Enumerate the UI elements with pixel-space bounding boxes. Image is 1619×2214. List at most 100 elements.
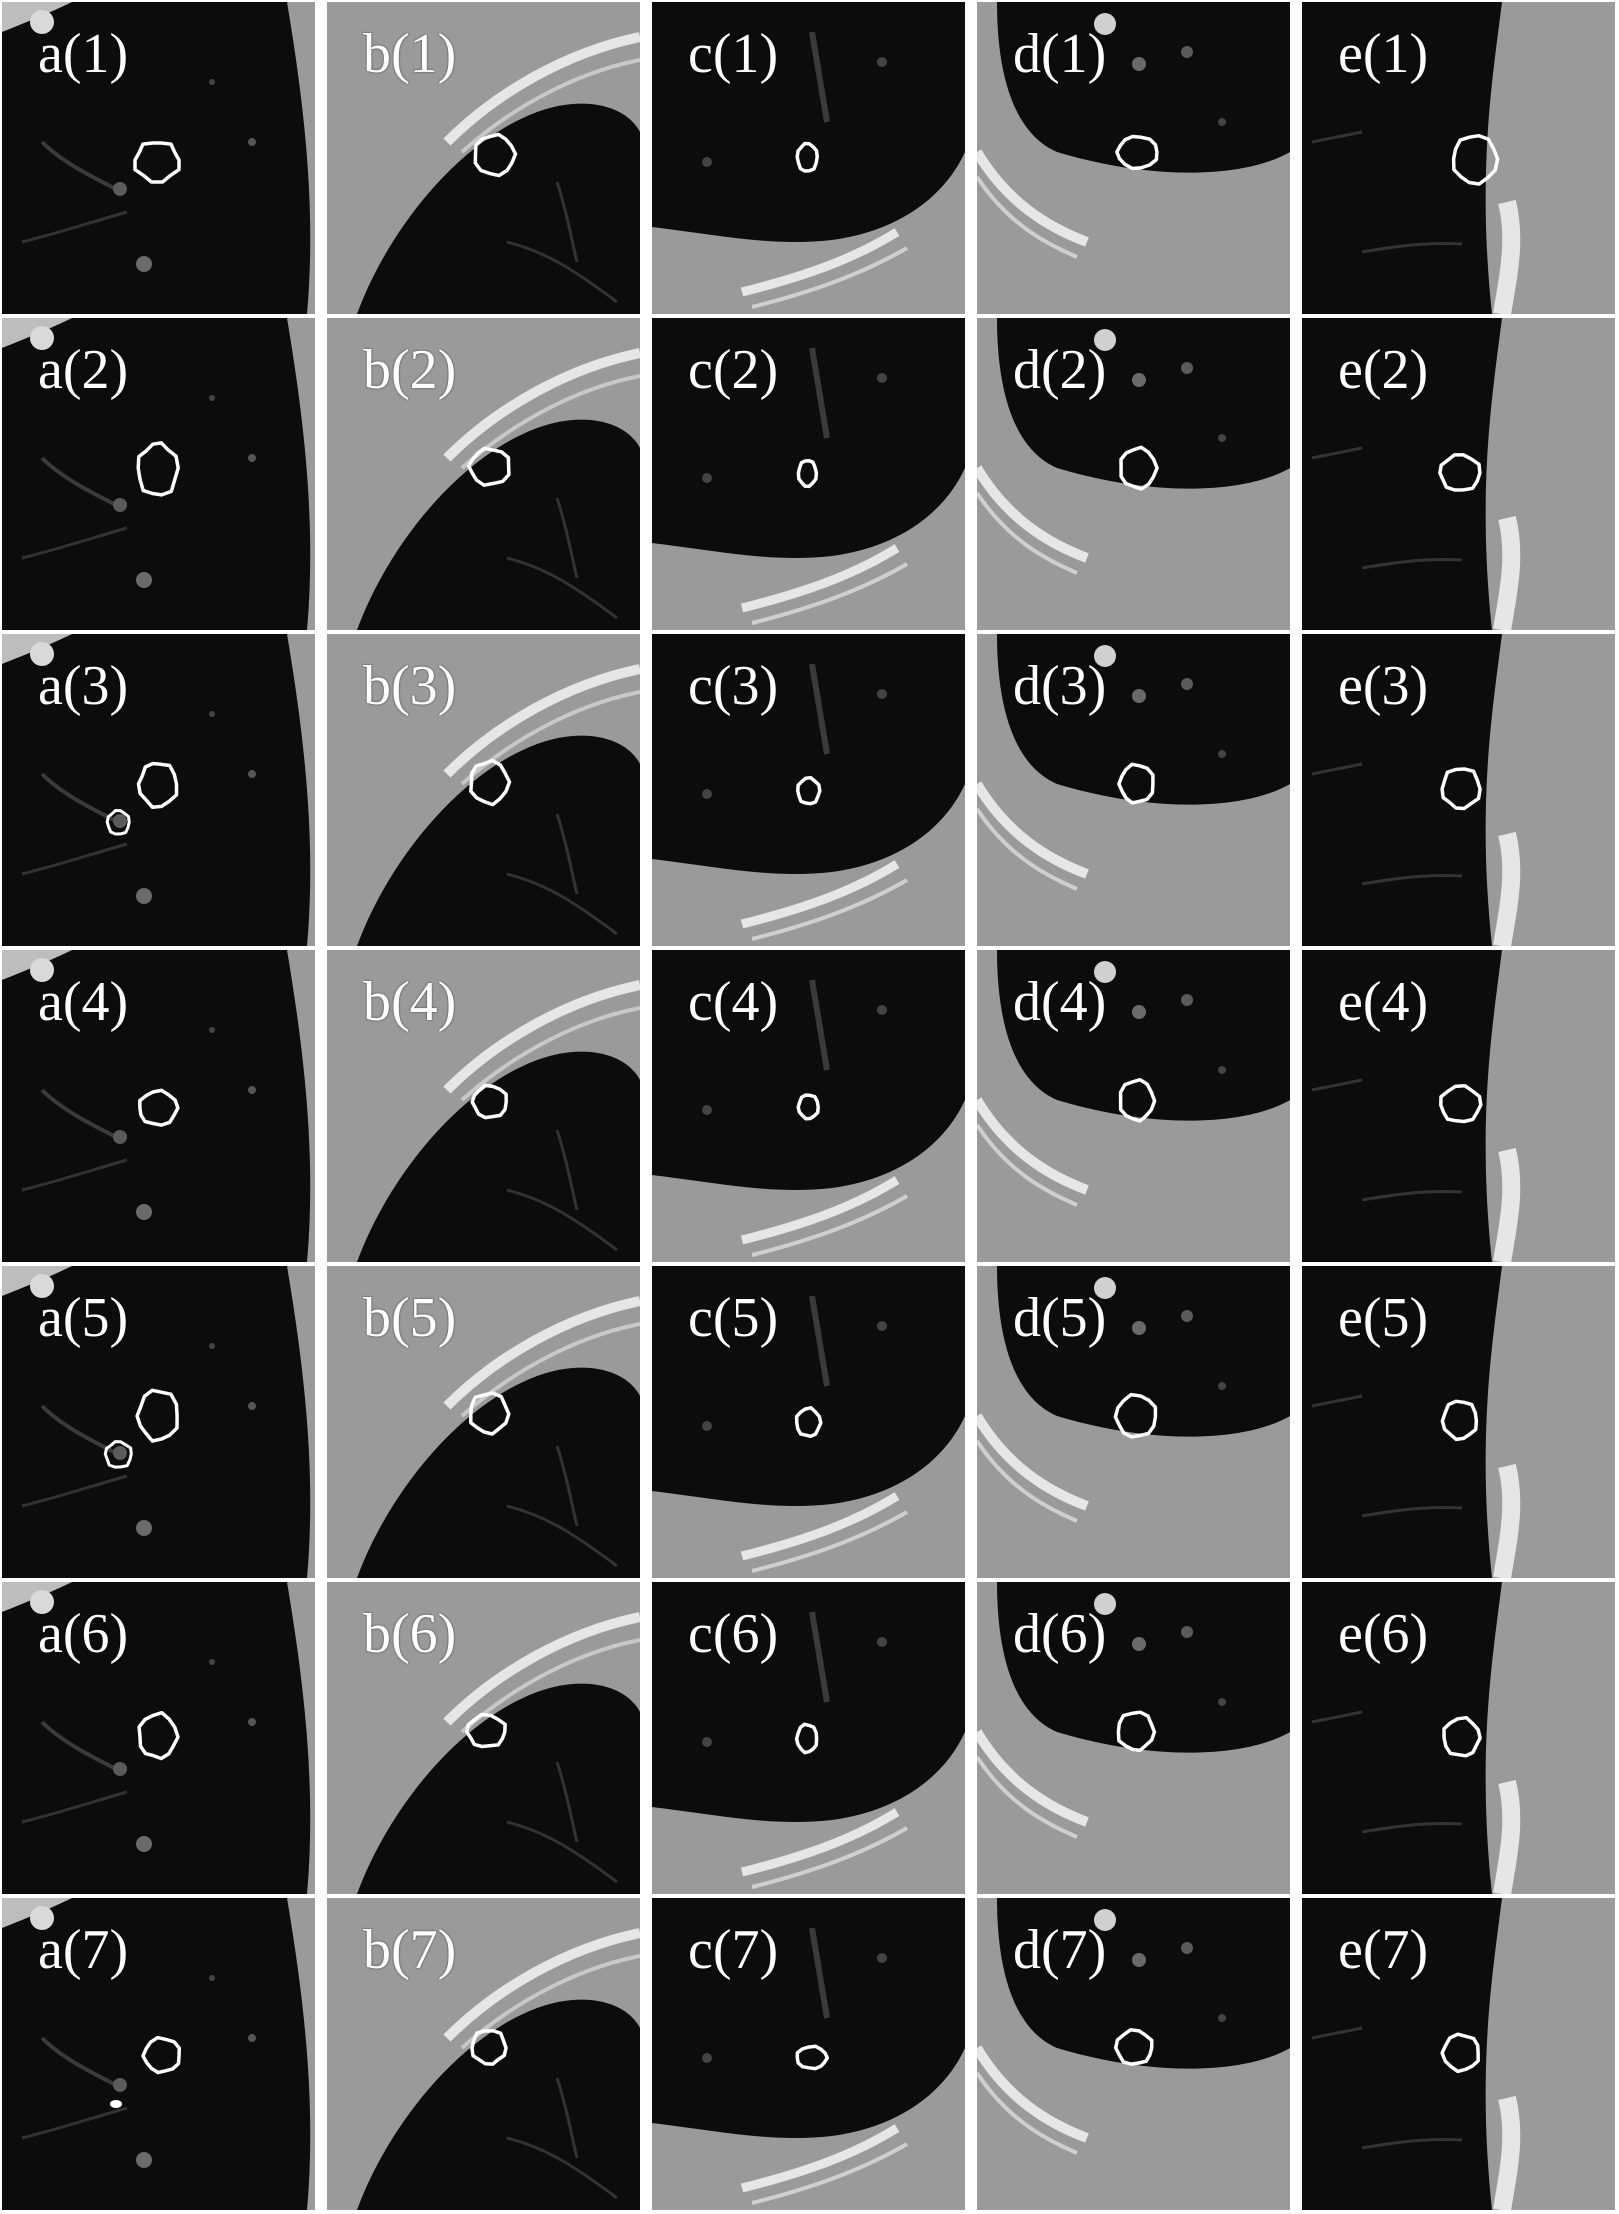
ct-slice-image [2,1898,315,2210]
panel-label: c(6) [688,1603,779,1665]
panel-label: b(2) [363,339,457,401]
nodule-contour [796,775,822,806]
ct-slice-image [652,634,965,946]
ct-panel-d-7: d(7) [977,1898,1290,2210]
ct-slice-image [1302,1266,1615,1578]
ct-slice-image [327,318,640,630]
panel-label: d(3) [1013,655,1107,717]
ct-panel-a-6: a(6) [2,1582,315,1894]
panel-label: b(5) [363,1287,457,1349]
ct-panel-c-1: c(1) [652,2,965,314]
nodule-contour [1442,1715,1482,1758]
ct-slice-image [652,950,965,1262]
ct-panel-d-6: d(6) [977,1582,1290,1894]
nodule-contour [795,2044,830,2071]
panel-label: e(1) [1338,23,1429,85]
ct-slice-image [2,1582,315,1894]
nodule-contour [1113,2028,1154,2066]
ct-slice-image [977,1582,1290,1894]
ct-slice-image [977,318,1290,630]
nodule-contour [1113,1392,1158,1439]
panel-label: b(1) [363,23,457,85]
ct-panel-a-3: a(3) [2,634,315,946]
nodule-contour [473,132,518,178]
nodule-contour [137,1710,180,1761]
ct-slice-image [2,2,315,314]
ct-slice-image [652,318,965,630]
secondary-contour [103,1440,133,1469]
nodule-contour [465,1712,507,1749]
nodule-contour [1440,2032,1480,2074]
nodule-contour [138,1088,180,1127]
ct-panel-a-4: a(4) [2,950,315,1262]
panel-label: d(1) [1013,23,1107,85]
nodule-contour [141,2035,182,2075]
ct-panel-e-5: e(5) [1302,1266,1615,1578]
nodule-contour [1451,133,1500,186]
panel-label: a(3) [38,655,129,717]
nodule-contour [470,1083,508,1120]
panel-label: c(2) [688,339,779,401]
ct-panel-c-2: c(2) [652,318,965,630]
nodule-contour [1117,762,1155,805]
nodule-contour [1118,1077,1157,1123]
panel-label: c(5) [688,1287,779,1349]
ct-panel-b-5: b(5) [327,1266,640,1578]
panel-label: d(7) [1013,1919,1107,1981]
nodule-contour [1115,134,1159,171]
ct-panel-d-3: d(3) [977,634,1290,946]
ct-slice-image [1302,1898,1615,2210]
nodule-contour [1438,453,1482,492]
ct-panel-e-1: e(1) [1302,2,1615,314]
ct-panel-b-2: b(2) [327,318,640,630]
ct-slice-image [327,1898,640,2210]
ct-panel-d-1: d(1) [977,2,1290,314]
ct-slice-image [1302,318,1615,630]
ct-panel-e-2: e(2) [1302,318,1615,630]
panel-label: a(7) [38,1919,129,1981]
ct-panel-c-4: c(4) [652,950,965,1262]
ct-panel-a-1: a(1) [2,2,315,314]
panel-label: c(3) [688,655,779,717]
ct-panel-e-7: e(7) [1302,1898,1615,2210]
ct-slice-image [1302,1582,1615,1894]
ct-panel-b-7: b(7) [327,1898,640,2210]
ct-panel-c-6: c(6) [652,1582,965,1894]
panel-label: b(7) [363,1919,457,1981]
panel-label: e(5) [1338,1287,1429,1349]
nodule-contour [466,446,511,487]
ct-slice-image [2,950,315,1262]
ct-slice-image [1302,950,1615,1262]
ct-slice-image [977,1266,1290,1578]
nodule-contour [135,1388,179,1443]
ct-slice-image [2,634,315,946]
ct-slice-image [652,1266,965,1578]
ct-slice-image [652,1582,965,1894]
panel-label: c(7) [688,1919,779,1981]
secondary-contour [105,809,131,836]
ct-panel-d-2: d(2) [977,318,1290,630]
nodule-contour [136,441,180,497]
ct-panel-e-4: e(4) [1302,950,1615,1262]
nodule-contour [794,1722,819,1755]
nodule-contour [1116,1710,1157,1753]
ct-panel-b-3: b(3) [327,634,640,946]
panel-label: c(1) [688,23,779,85]
ct-panel-e-6: e(6) [1302,1582,1615,1894]
panel-label: a(2) [38,339,129,401]
ct-panel-a-2: a(2) [2,318,315,630]
ct-slice-image [327,2,640,314]
ct-panel-b-4: b(4) [327,950,640,1262]
nodule-contour [469,758,512,807]
ct-slice-image [977,1898,1290,2210]
ct-panel-a-7: a(7) [2,1898,315,2210]
panel-label: a(5) [38,1287,129,1349]
panel-label: e(4) [1338,971,1429,1033]
ct-slice-image [327,634,640,946]
panel-label: d(6) [1013,1603,1107,1665]
panel-label: a(6) [38,1603,129,1665]
ct-slice-image [977,950,1290,1262]
nodule-contour [1440,767,1482,811]
panel-label: d(4) [1013,971,1107,1033]
